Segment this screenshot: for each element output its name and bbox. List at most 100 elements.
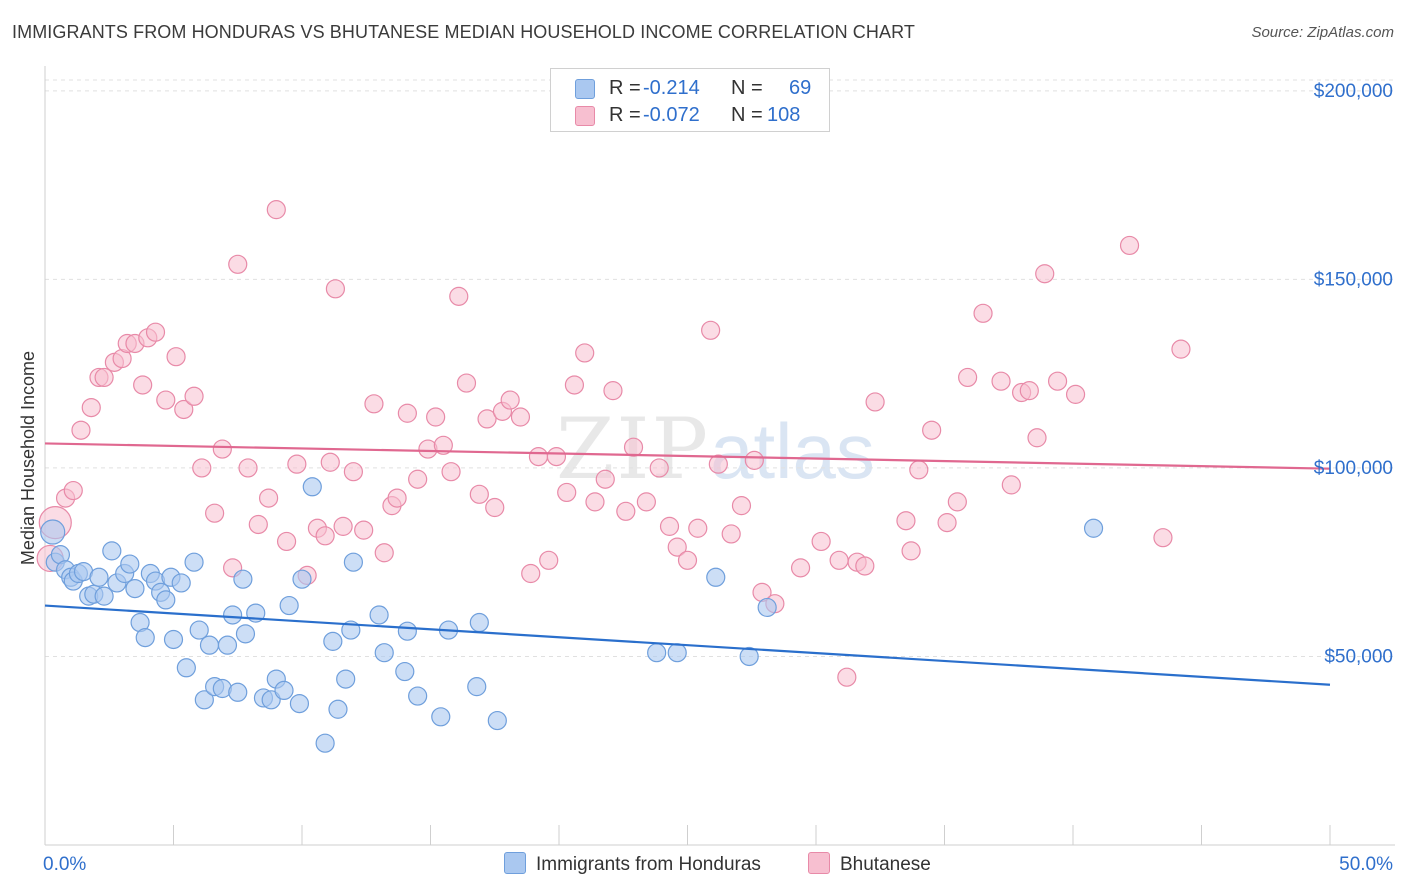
axes [44, 66, 1395, 846]
honduras-point [397, 621, 417, 641]
legend-swatch-bhutanese [575, 106, 595, 126]
bhutanese-point [546, 447, 567, 467]
honduras-point [431, 707, 451, 727]
honduras-point [163, 629, 184, 650]
bottom-legend-honduras: Immigrants from Honduras [504, 852, 761, 876]
legend-row-honduras: R = -0.214 N = 69 [551, 75, 829, 101]
y-axis-label: Median Household Income [18, 351, 38, 565]
bhutanese-point [1153, 528, 1173, 548]
bhutanese-point [701, 320, 721, 340]
legend-r-value: -0.214 [643, 77, 700, 99]
bhutanese-point [837, 667, 857, 687]
bhutanese-point [71, 420, 91, 440]
bhutanese-point [659, 516, 680, 536]
bhutanese-point [896, 511, 916, 531]
honduras-point [336, 669, 356, 689]
honduras-point [94, 586, 114, 606]
bhutanese-point [441, 462, 461, 482]
legend-row-bhutanese: R = -0.072 N = 108 [551, 102, 829, 128]
legend-n-label: N = [731, 104, 763, 126]
bhutanese-point [184, 386, 204, 406]
bhutanese-point [677, 550, 698, 570]
bhutanese-point [958, 367, 978, 388]
bhutanese-point [477, 409, 497, 429]
honduras-point [223, 605, 243, 625]
honduras-point [135, 628, 155, 648]
bhutanese-point [667, 537, 687, 557]
trend-lines [44, 442, 1331, 686]
honduras-point [120, 554, 140, 574]
honduras-point [89, 567, 109, 587]
bhutanese-point [258, 488, 279, 508]
bhutanese-point [248, 514, 268, 535]
x-tick-label-max: 50.0% [1339, 854, 1393, 875]
honduras-point [171, 573, 191, 593]
bhutanese-point [94, 367, 114, 388]
honduras-point [217, 635, 238, 655]
honduras-point [261, 690, 281, 710]
bhutanese-point [1119, 235, 1140, 256]
tick-labels: $50,000 $100,000 $150,000 $200,000 0.0% 50.0%… [18, 81, 1393, 875]
bhutanese-point [166, 347, 186, 367]
honduras-point [292, 569, 312, 589]
bhutanese-point [133, 375, 153, 395]
bhutanese-point [708, 454, 728, 474]
honduras-point [467, 677, 487, 697]
y-tick-label: $150,000 [1314, 269, 1393, 290]
bhutanese-point [387, 488, 407, 508]
watermark: ZIPatlas [556, 400, 875, 498]
bhutanese-point [63, 480, 83, 501]
bhutanese-point [343, 462, 363, 482]
bhutanese-point [909, 460, 929, 480]
bhutanese-point [557, 482, 577, 503]
bhutanese-point [433, 435, 453, 455]
bhutanese-point [649, 458, 669, 478]
honduras-point [343, 552, 363, 572]
honduras-point [194, 690, 214, 710]
bottom-legend-label-bhutanese: Bhutanese [840, 854, 931, 875]
bhutanese-point [192, 458, 212, 478]
bhutanese-point [937, 513, 957, 533]
bhutanese-point [500, 390, 520, 410]
bhutanese-point [266, 200, 286, 220]
honduras-point [156, 590, 176, 610]
bhutanese-point [616, 501, 636, 521]
bhutanese-point [1171, 339, 1191, 359]
honduras-point [289, 693, 310, 714]
honduras-point [706, 567, 726, 587]
bhutanese-point [564, 375, 585, 395]
legend-r-label: R = [609, 104, 641, 126]
bhutanese-point [333, 516, 353, 536]
bhutanese-point [973, 303, 993, 323]
bhutanese-point [585, 492, 605, 512]
honduras-point [739, 646, 759, 667]
honduras-point [184, 552, 204, 572]
bottom-legend-swatch-bhutanese [808, 852, 830, 874]
honduras-point [323, 631, 343, 651]
bhutanese-point [205, 503, 225, 523]
bhutanese-point [1001, 475, 1021, 495]
honduras-point [315, 733, 335, 753]
source-label: Source: ZipAtlas.com [1251, 24, 1394, 41]
bhutanese-point [811, 531, 831, 552]
honduras-point [369, 605, 389, 625]
honduras-point [228, 682, 248, 702]
honduras-point [757, 597, 777, 618]
bhutanese-point [449, 286, 469, 306]
bhutanese-point [539, 550, 559, 570]
bhutanese-point [623, 437, 644, 457]
bhutanese-point [145, 322, 166, 342]
series-bhutanese-points [36, 200, 1191, 687]
bhutanese-point [991, 371, 1011, 391]
bhutanese-point [865, 392, 885, 412]
bhutanese-point [1027, 428, 1047, 448]
bhutanese-point [485, 497, 505, 518]
honduras-point [667, 643, 687, 663]
bhutanese-point [1047, 371, 1068, 391]
legend-n-label: N = [731, 77, 763, 99]
bhutanese-point [528, 447, 549, 467]
bhutanese-point [1035, 264, 1055, 284]
honduras-point [235, 624, 256, 644]
honduras-point [395, 661, 415, 682]
bhutanese-point [315, 526, 335, 546]
